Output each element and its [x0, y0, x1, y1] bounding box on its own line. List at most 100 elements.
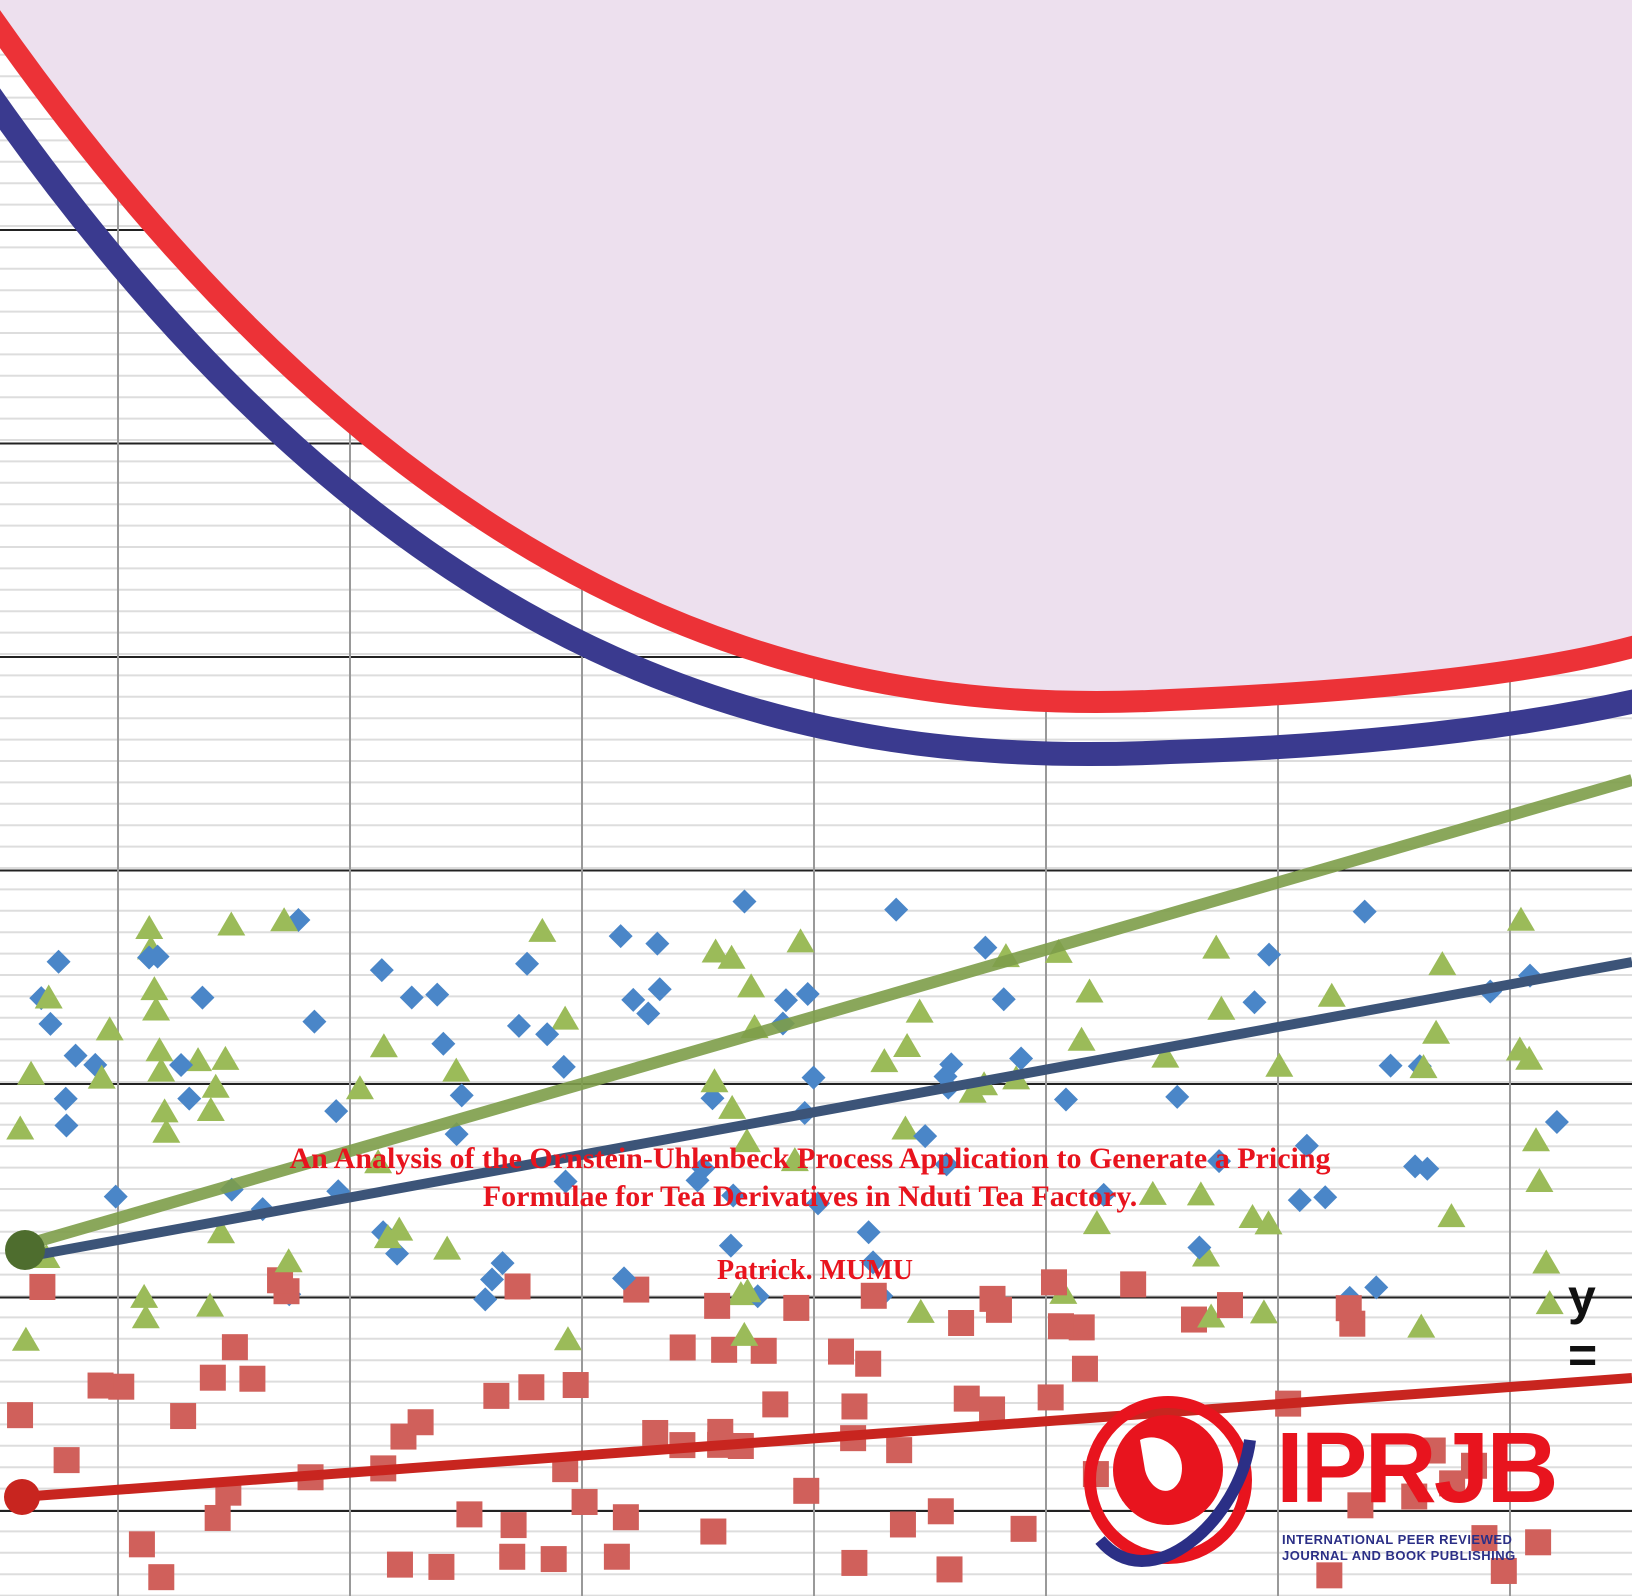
square-marker: [199, 1364, 226, 1391]
trend-origin: [4, 1479, 40, 1515]
diamond-marker: [103, 1184, 128, 1209]
square-marker: [456, 1501, 483, 1528]
triangle-marker: [147, 1057, 176, 1082]
diamond-marker: [535, 1022, 560, 1047]
author: Patrick. MUMU: [717, 1255, 913, 1286]
triangle-marker: [270, 907, 299, 932]
triangle-marker: [1522, 1127, 1551, 1152]
square-marker: [793, 1477, 820, 1504]
triangle-marker: [737, 973, 766, 998]
triangle-marker: [717, 944, 746, 969]
square-marker: [204, 1504, 231, 1531]
diamond-marker: [732, 889, 757, 914]
diamond-marker: [399, 985, 424, 1010]
triangle-marker: [364, 1149, 393, 1174]
triangle-marker: [718, 1094, 747, 1119]
diamond-marker: [177, 1086, 202, 1111]
triangle-marker: [130, 1283, 159, 1308]
triangle-marker: [201, 1073, 230, 1098]
triangle-marker: [1191, 1242, 1220, 1267]
square-marker: [518, 1374, 545, 1401]
square-marker: [783, 1294, 810, 1321]
diamond-marker: [608, 924, 633, 949]
triangle-marker: [1186, 1181, 1215, 1206]
equation-fragment: y =: [1568, 1269, 1598, 1383]
triangle-marker: [1535, 1290, 1564, 1315]
triangle-marker: [17, 1060, 46, 1085]
diamond-marker: [63, 1043, 88, 1068]
square-marker: [148, 1564, 175, 1591]
diamond-marker: [647, 977, 672, 1002]
square-marker: [483, 1382, 510, 1409]
red-curve: [0, 10, 1632, 713]
diamond-marker: [1544, 1109, 1569, 1134]
square-marker: [1335, 1295, 1362, 1322]
triangle-marker: [1265, 1052, 1294, 1077]
square-marker: [828, 1338, 855, 1365]
diamond-marker: [480, 1267, 505, 1292]
diamond-marker: [991, 987, 1016, 1012]
diamond-marker: [1165, 1084, 1190, 1109]
triangle-marker: [369, 1033, 398, 1058]
triangle-marker: [1238, 1204, 1267, 1229]
diamond-marker: [861, 1250, 886, 1275]
square-marker: [1037, 1384, 1064, 1411]
square-marker: [7, 1402, 34, 1429]
triangle-marker: [1197, 1303, 1226, 1328]
triangle-marker: [1437, 1203, 1466, 1228]
triangle-marker: [131, 1304, 160, 1329]
diamond-marker: [1294, 1133, 1319, 1158]
diamond-marker: [190, 985, 215, 1010]
triangle-marker: [1082, 1210, 1111, 1235]
diamond-marker: [53, 1086, 78, 1111]
diamond-marker: [431, 1031, 456, 1056]
diamond-marker: [636, 1001, 661, 1026]
square-marker: [889, 1511, 916, 1538]
square-marker: [1471, 1525, 1498, 1552]
triangle-marker: [196, 1292, 225, 1317]
triangle-marker: [553, 1326, 582, 1351]
square-marker: [29, 1273, 56, 1300]
title: An Analysis of the Ornstein-Uhlenbeck Pr…: [289, 1142, 1331, 1213]
triangle-marker: [1138, 1180, 1167, 1205]
square-marker: [979, 1396, 1006, 1423]
triangle-marker: [207, 1219, 236, 1244]
diamond-marker: [506, 1013, 531, 1038]
diamond-marker: [884, 897, 909, 922]
square-marker: [1490, 1557, 1517, 1584]
square-marker: [1461, 1452, 1488, 1479]
diamond-marker: [515, 951, 540, 976]
square-marker: [428, 1553, 455, 1580]
square-marker: [499, 1543, 526, 1570]
square-marker: [1401, 1483, 1428, 1510]
triangle-marker: [1151, 1043, 1180, 1068]
triangle-marker: [551, 1005, 580, 1030]
square-marker: [953, 1385, 980, 1412]
trend-origin: [5, 1230, 45, 1270]
triangle-marker: [140, 976, 169, 1001]
triangle-marker: [150, 1098, 179, 1123]
square-marker: [841, 1549, 868, 1576]
diamond-marker: [795, 982, 820, 1007]
diamond-marker: [856, 1220, 881, 1245]
square-marker: [936, 1556, 963, 1583]
triangle-marker: [135, 915, 164, 940]
diamond-marker: [685, 1168, 710, 1193]
triangle-marker: [433, 1235, 462, 1260]
square-marker: [1439, 1470, 1466, 1497]
triangle-marker: [1249, 1299, 1278, 1324]
diamond-marker: [1287, 1188, 1312, 1213]
diamond-marker: [1313, 1185, 1338, 1210]
diamond-marker: [425, 982, 450, 1007]
triangle-marker: [1067, 1026, 1096, 1051]
square-marker: [948, 1310, 975, 1337]
diamond-marker: [1187, 1235, 1212, 1260]
square-marker: [711, 1336, 738, 1363]
square-marker: [603, 1543, 630, 1570]
diamond-marker: [934, 1152, 959, 1177]
triangle-marker: [1506, 906, 1535, 931]
square-marker: [860, 1282, 887, 1309]
triangle-marker: [1505, 1036, 1534, 1061]
triangle-marker: [1525, 1167, 1554, 1192]
triangle-marker: [701, 938, 730, 963]
